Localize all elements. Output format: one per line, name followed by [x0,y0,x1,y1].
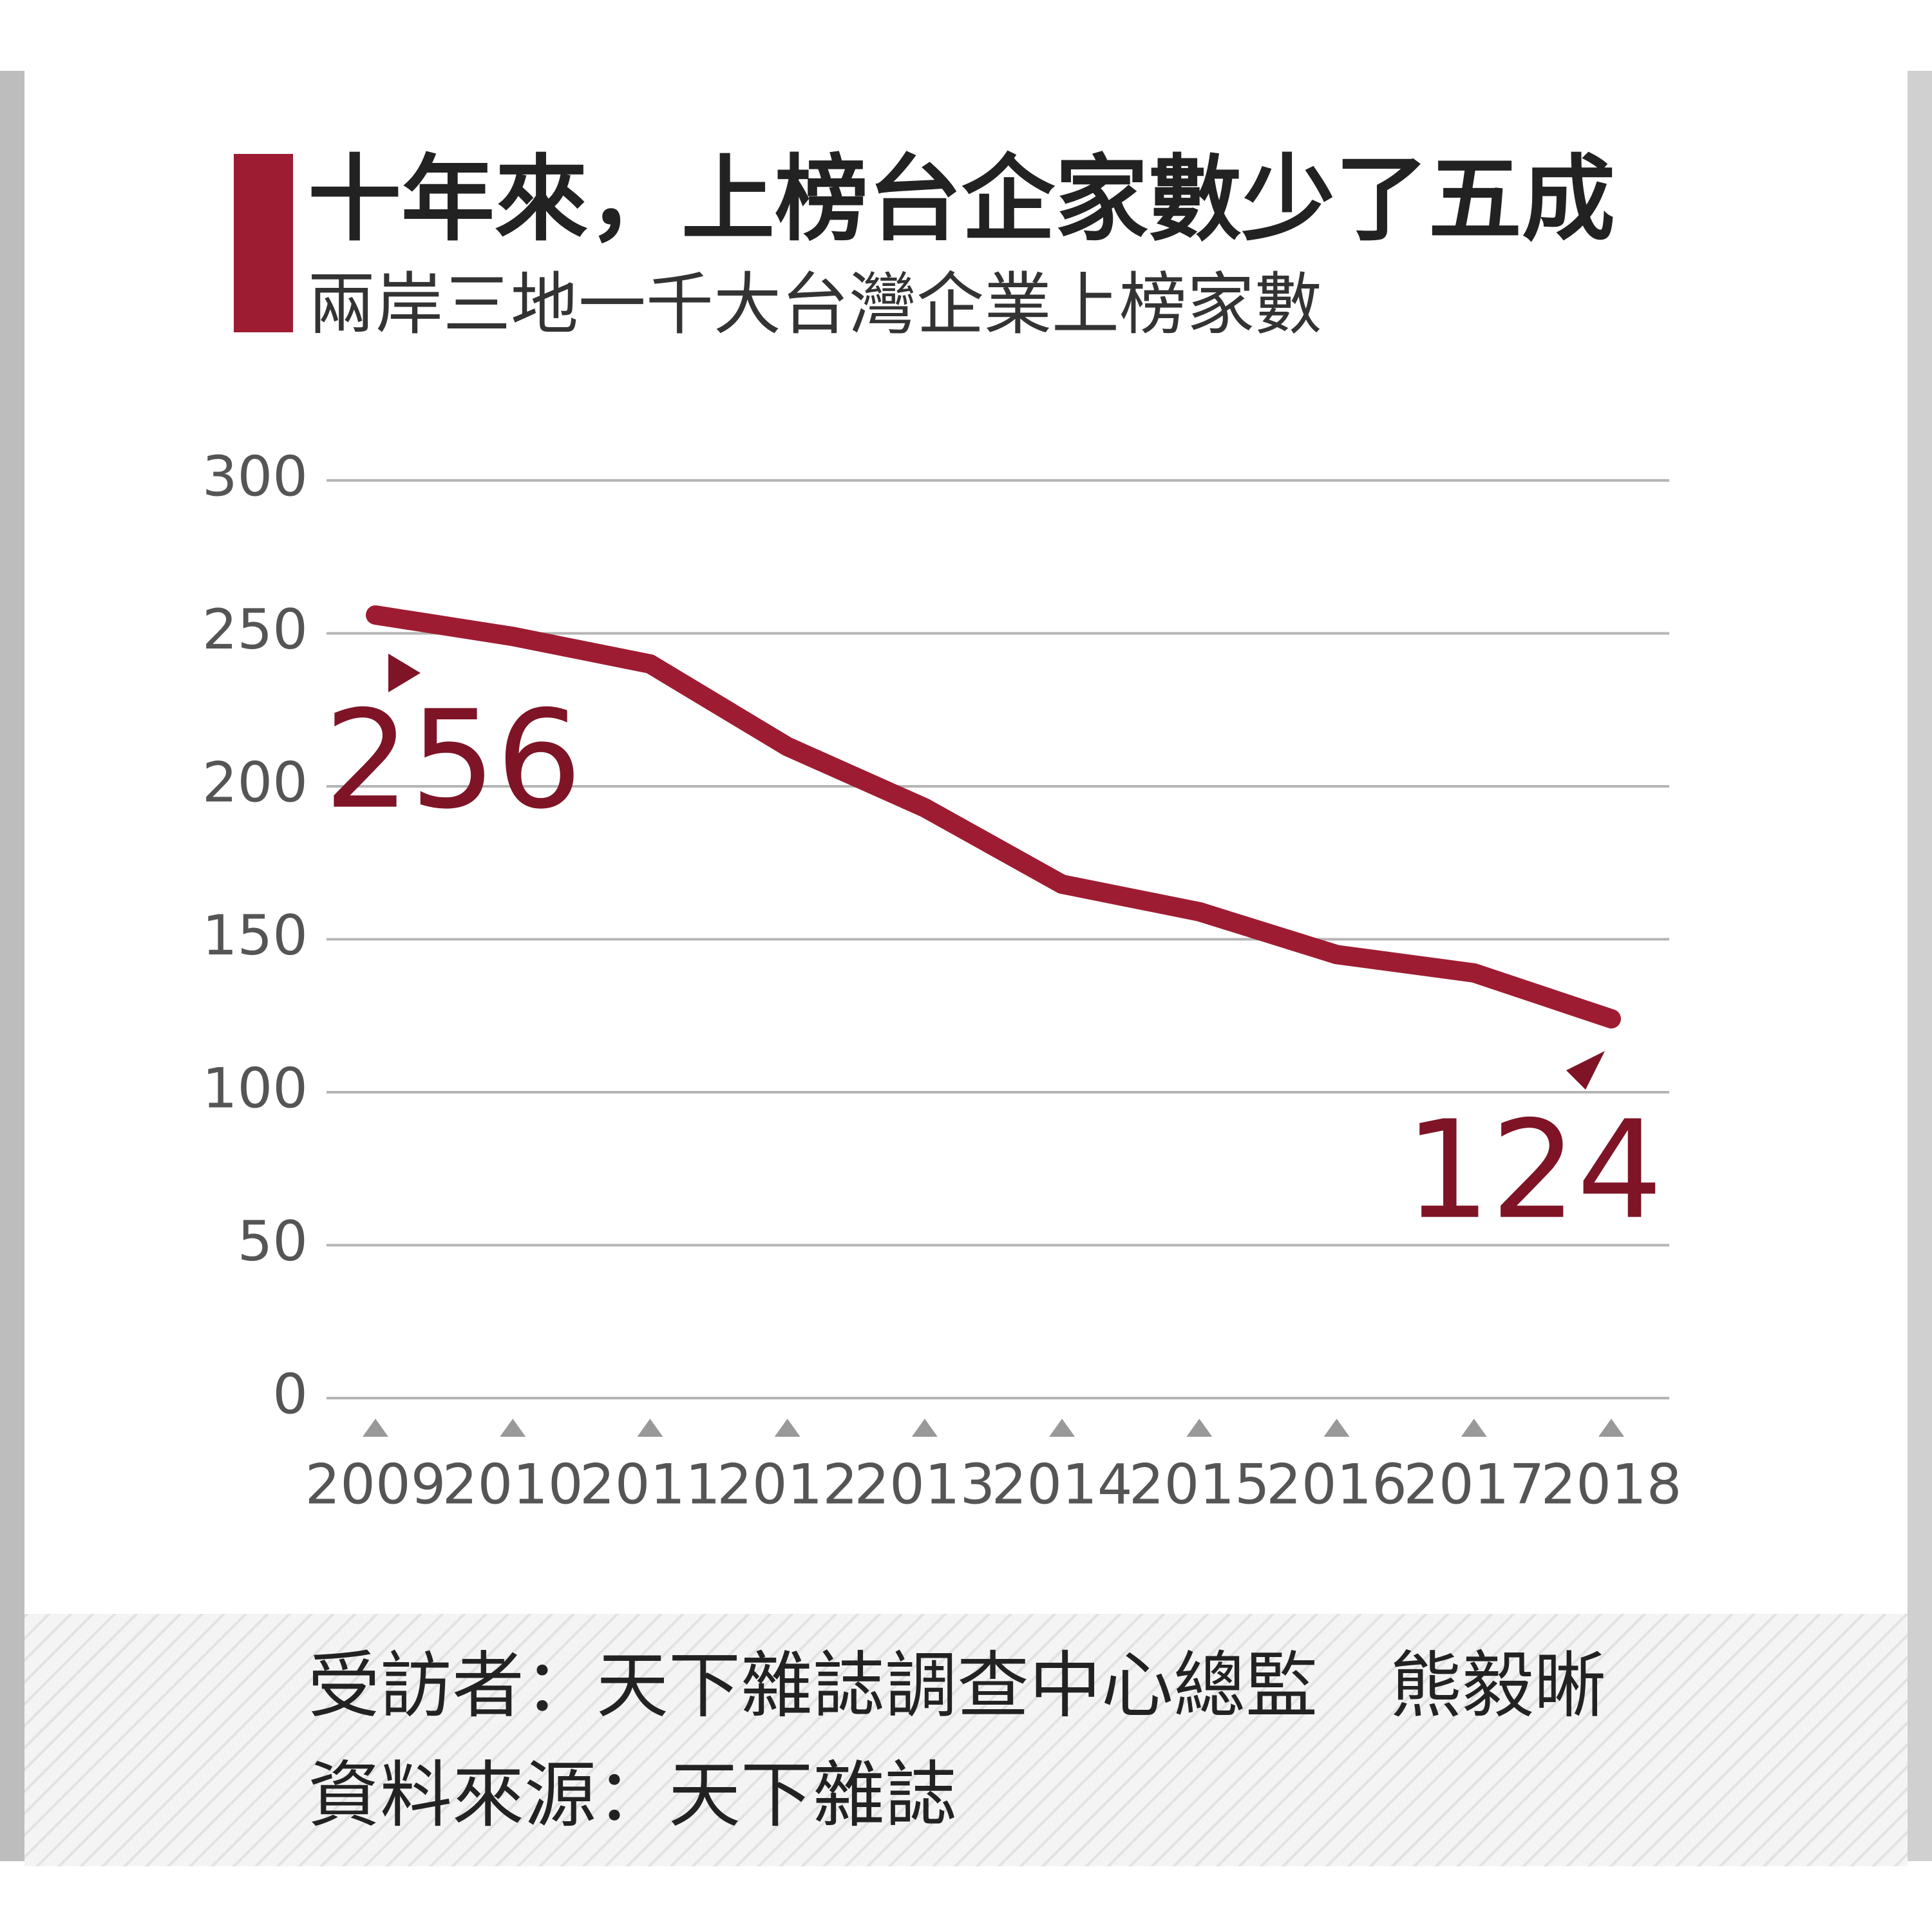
y-tick-label: 150 [202,904,308,968]
chart-subtitle: 兩岸三地一千大台灣企業上榜家數 [308,265,1322,344]
y-tick-label: 300 [202,444,308,509]
footer-band [24,1614,1908,1866]
x-tick [1323,1419,1350,1437]
y-tick-label: 50 [238,1209,308,1274]
x-tick [1049,1419,1075,1437]
x-tick-label: 2010 [442,1452,583,1517]
x-tick [637,1419,663,1437]
x-tick [363,1419,388,1437]
title-bar [234,154,293,332]
x-tick-label: 2012 [717,1452,858,1517]
left-edge [0,71,24,1861]
x-tick [1598,1419,1624,1437]
x-tick-label: 2011 [580,1452,721,1517]
x-tick [1461,1419,1487,1437]
x-tick [911,1419,938,1437]
label-pointer [388,654,421,692]
right-edge [1908,71,1932,1861]
footer-note: 受訪者：天下雜誌調查中心總監 熊毅晰 [308,1644,1606,1728]
label-pointer [1566,1051,1605,1090]
x-tick-label: 2013 [854,1452,995,1517]
chart-title: 十年來，上榜台企家數少了五成 [308,146,1615,254]
plot: 0501001502002503002009201020112012201320… [202,444,1682,1517]
footer-note: 資料來源：天下雜誌 [308,1754,957,1837]
y-tick-label: 0 [272,1362,308,1426]
data-line [366,605,1621,1028]
x-tick [774,1419,800,1437]
data-label: 256 [324,681,582,839]
y-tick-label: 250 [202,598,308,662]
data-label: 124 [1405,1092,1663,1249]
y-tick-label: 200 [202,750,308,815]
x-tick-label: 2014 [992,1452,1133,1517]
y-tick-label: 100 [202,1056,308,1121]
x-tick [1186,1419,1213,1437]
x-tick-label: 2018 [1541,1452,1682,1517]
x-tick-label: 2017 [1403,1452,1544,1517]
x-tick-label: 2009 [305,1452,446,1517]
x-tick [500,1419,526,1437]
x-tick-label: 2016 [1266,1452,1407,1517]
x-tick-label: 2015 [1129,1452,1270,1517]
